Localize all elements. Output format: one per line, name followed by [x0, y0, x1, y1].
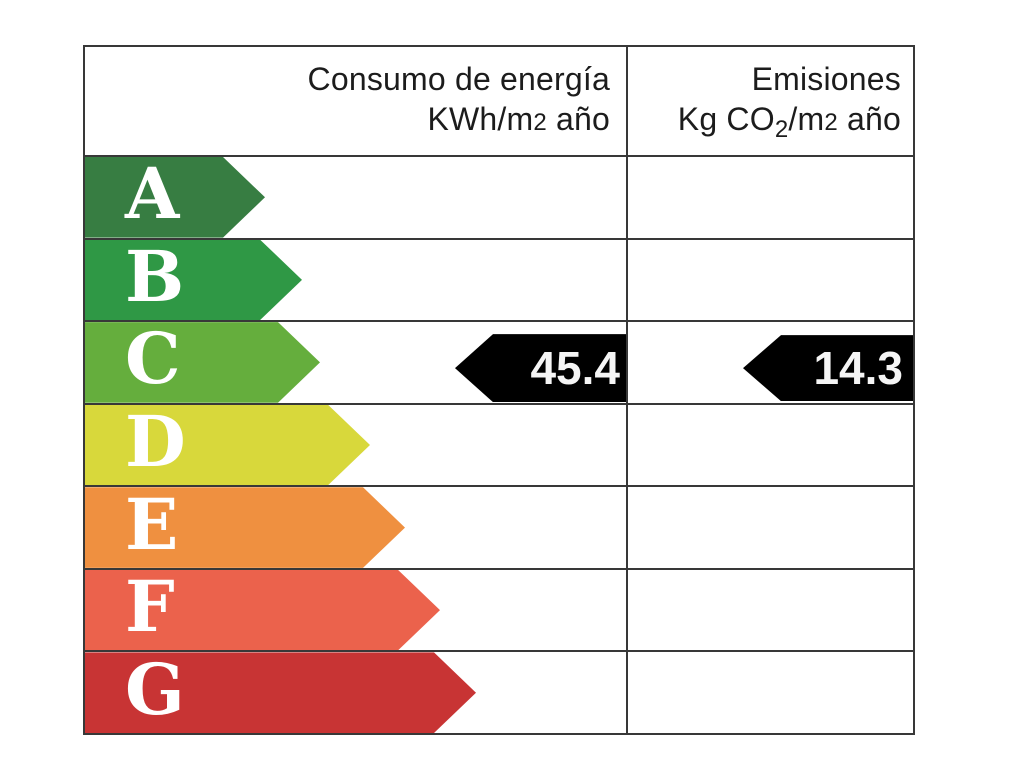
rating-letter-f: F: [125, 565, 175, 649]
rating-row-e: E: [85, 485, 913, 568]
rating-bar-b: B: [85, 240, 302, 321]
rating-row-c: C 45.4 14.3: [85, 320, 913, 403]
rating-bar-f: F: [85, 570, 440, 651]
emissions-cell-d: [628, 405, 913, 486]
rating-letter-b: B: [125, 234, 185, 318]
rating-letter-e: E: [125, 482, 179, 566]
rating-letter-d: D: [125, 399, 186, 483]
rating-row-b: B: [85, 237, 913, 321]
rating-bar-g: G: [85, 652, 476, 733]
emissions-value-arrow: 14.3: [743, 335, 913, 402]
emissions-column-unit: Kg CO2/m2 año: [677, 101, 901, 143]
energy-cell-b: B: [85, 239, 628, 321]
energy-value-arrow: 45.4: [455, 334, 626, 403]
emissions-cell-b: [628, 240, 913, 321]
emissions-cell-a: [628, 157, 913, 238]
energy-cell-g: G: [85, 652, 628, 733]
rating-bar-e: E: [85, 487, 405, 568]
header-emissions: Emisiones Kg CO2/m2 año: [628, 47, 913, 155]
energy-cell-c: C 45.4: [85, 322, 628, 403]
emissions-cell-f: [628, 570, 913, 651]
emissions-cell-c: 14.3: [628, 322, 913, 403]
rating-bar-d: D: [85, 405, 370, 486]
energy-cell-f: F: [85, 569, 628, 651]
rating-letter-a: A: [125, 152, 180, 236]
energy-cell-e: E: [85, 487, 628, 568]
energy-cell-a: A: [85, 157, 628, 238]
rating-bar-a: A: [85, 157, 265, 238]
rating-row-a: A: [85, 155, 913, 238]
energy-cell-d: D: [85, 404, 628, 486]
emissions-column-title: Emisiones: [751, 61, 901, 97]
rating-bar-c: C: [85, 322, 320, 403]
energy-column-unit: KWh/m2 año: [427, 101, 610, 137]
energy-column-title: Consumo de energía: [307, 61, 610, 97]
energy-certificate-table: Consumo de energía KWh/m2 año Emisiones …: [83, 45, 915, 735]
emissions-cell-e: [628, 487, 913, 568]
rating-row-g: G: [85, 650, 913, 733]
rating-row-f: F: [85, 567, 913, 651]
header-row: Consumo de energía KWh/m2 año Emisiones …: [85, 47, 913, 155]
energy-value: 45.4: [530, 342, 620, 395]
header-energy-consumption: Consumo de energía KWh/m2 año: [85, 47, 628, 155]
emissions-cell-g: [628, 652, 913, 733]
rating-letter-c: C: [125, 317, 181, 401]
emissions-value: 14.3: [813, 342, 903, 395]
rating-letter-g: G: [125, 647, 185, 731]
rating-row-d: D: [85, 402, 913, 486]
